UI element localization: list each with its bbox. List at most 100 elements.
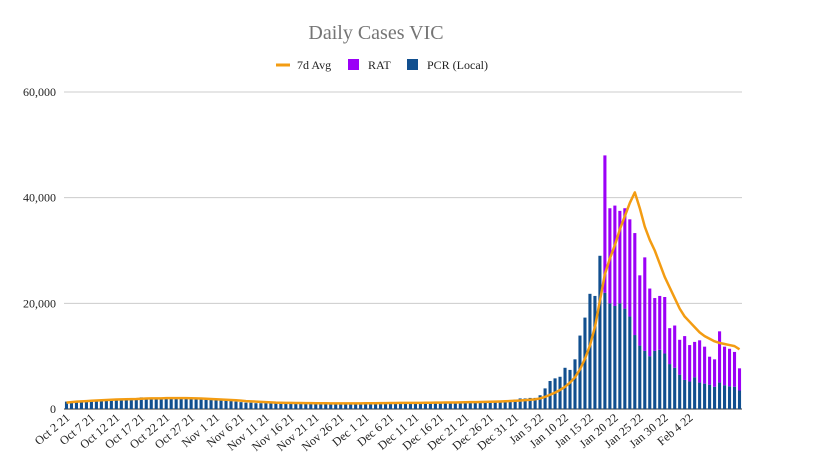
pcr-bar	[732, 386, 737, 409]
pcr-bar	[214, 400, 218, 409]
rat-bar	[668, 328, 672, 365]
pcr-bar	[698, 382, 702, 409]
pcr-bar	[683, 379, 687, 409]
rat-bar	[723, 346, 727, 386]
pcr-bar	[274, 403, 278, 409]
pcr-bar	[304, 403, 308, 409]
pcr-bar	[369, 403, 373, 409]
pcr-bar	[289, 403, 293, 409]
rat-bar	[678, 339, 682, 375]
pcr-bar	[119, 398, 123, 409]
pcr-bar	[413, 403, 418, 409]
pcr-bar	[403, 403, 408, 409]
pcr-bar	[309, 403, 313, 409]
pcr-bar	[693, 377, 697, 409]
pcr-bar	[204, 399, 208, 409]
pcr-bar	[229, 401, 233, 409]
rat-bar	[683, 336, 687, 380]
pcr-bar	[244, 402, 248, 409]
pcr-bar	[633, 335, 637, 409]
pcr-bar	[408, 403, 413, 409]
pcr-bar	[144, 398, 148, 409]
pcr-bar	[658, 349, 662, 409]
pcr-bar	[269, 403, 273, 409]
pcr-bar	[393, 403, 398, 409]
pcr-bar	[319, 403, 323, 409]
pcr-bar	[159, 397, 163, 409]
legend-avg-label: 7d Avg	[297, 58, 331, 72]
pcr-bar	[613, 305, 617, 409]
rat-bar	[633, 233, 637, 336]
pcr-bar	[219, 400, 223, 409]
y-tick-label: 60,000	[23, 85, 56, 99]
pcr-bar	[483, 401, 487, 409]
legend: 7d Avg RAT PCR (Local)	[276, 58, 488, 72]
pcr-bar	[433, 402, 437, 409]
pcr-bar	[339, 403, 343, 409]
pcr-bar	[344, 403, 348, 409]
pcr-bar	[583, 317, 587, 409]
pcr-bar	[124, 398, 128, 409]
rat-bar	[658, 295, 662, 350]
pcr-bar	[678, 374, 682, 409]
pcr-bar	[428, 402, 432, 409]
legend-pcr-label: PCR (Local)	[427, 58, 488, 72]
pcr-bar	[528, 397, 532, 409]
pcr-bar	[493, 401, 497, 409]
pcr-bar	[64, 401, 69, 409]
rat-bar	[688, 345, 692, 382]
pcr-bar	[379, 403, 383, 409]
rat-bar	[732, 351, 737, 387]
pcr-bar	[468, 402, 472, 409]
pcr-bar	[139, 397, 143, 409]
pcr-bar	[578, 335, 582, 409]
pcr-bar	[673, 367, 677, 409]
pcr-bar	[179, 398, 183, 409]
pcr-bar	[114, 398, 118, 409]
pcr-bar	[727, 386, 732, 409]
y-tick-label: 20,000	[23, 296, 56, 310]
pcr-bar	[199, 398, 203, 409]
pcr-bar	[294, 403, 298, 409]
pcr-bar	[384, 403, 388, 409]
pcr-bar	[543, 388, 547, 409]
rat-bar	[737, 368, 742, 391]
y-tick-label: 40,000	[23, 191, 56, 205]
pcr-bar	[259, 403, 263, 409]
pcr-bar	[518, 398, 522, 409]
pcr-bar	[354, 403, 358, 409]
pcr-bar	[737, 390, 742, 409]
pcr-bar	[299, 403, 303, 409]
rat-bar	[618, 210, 622, 304]
rat-bar	[628, 219, 632, 317]
pcr-bar	[349, 403, 353, 409]
pcr-bar	[359, 403, 363, 409]
legend-pcr-swatch	[407, 59, 418, 70]
pcr-bar	[154, 398, 158, 409]
pcr-bar	[239, 402, 243, 409]
pcr-bar	[663, 353, 667, 409]
rat-bar	[653, 298, 657, 351]
legend-rat-label: RAT	[368, 58, 391, 72]
pcr-bar	[249, 402, 253, 409]
pcr-bar	[184, 398, 188, 409]
pcr-bar	[458, 402, 462, 409]
rat-bar	[703, 346, 707, 384]
pcr-bar	[453, 402, 457, 409]
pcr-bar	[618, 303, 622, 409]
pcr-bar	[324, 403, 328, 409]
pcr-bar	[438, 402, 442, 409]
pcr-bar	[498, 401, 502, 409]
pcr-bar	[708, 384, 712, 409]
pcr-bar	[443, 402, 447, 409]
pcr-bar	[533, 397, 537, 409]
rat-bar	[663, 296, 667, 354]
pcr-bar	[174, 398, 178, 409]
pcr-bar	[448, 402, 452, 409]
rat-bar	[613, 205, 617, 306]
pcr-bar	[418, 402, 422, 409]
pcr-bar	[99, 400, 103, 409]
pcr-bar	[508, 400, 512, 409]
pcr-bar	[488, 401, 492, 409]
